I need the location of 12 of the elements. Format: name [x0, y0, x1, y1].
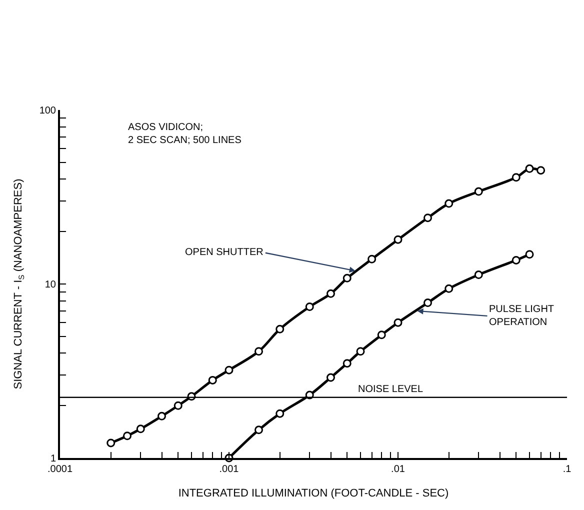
y-tick-label: 1 [50, 454, 56, 464]
annotation: OPEN SHUTTER [185, 247, 264, 258]
y-tick-label: 10 [44, 280, 56, 290]
x-tick-label: .001 [219, 464, 240, 475]
x-axis-title: INTEGRATED ILLUMINATION (FOOT-CANDLE - SEC) [178, 488, 449, 500]
annotation: PULSE LIGHT OPERATION [489, 304, 554, 328]
x-tick-label: .01 [391, 464, 406, 475]
y-tick-label: 100 [39, 106, 56, 116]
x-tick-label: .1 [562, 464, 572, 475]
ref-line-label: NOISE LEVEL [358, 384, 424, 395]
annotation: ASOS VIDICON; 2 SEC SCAN; 500 LINES [128, 122, 242, 146]
x-tick-label: .0001 [47, 464, 73, 475]
